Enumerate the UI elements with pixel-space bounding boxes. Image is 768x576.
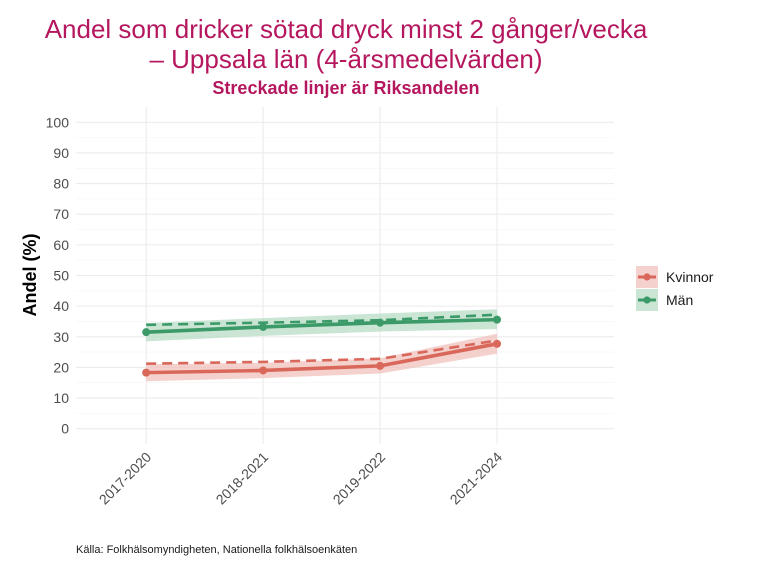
- confidence-band-0: [146, 333, 498, 382]
- y-axis-ticks: 0 10 20 30 40 50 60 70 80 90 100: [46, 114, 70, 436]
- y-tick-label: 80: [53, 176, 69, 192]
- legend-key-point-1: [643, 296, 651, 304]
- series-line-1: [146, 317, 498, 334]
- legend-label-1: Män: [666, 292, 693, 308]
- legend: Kvinnor Män: [636, 266, 714, 311]
- data-point-0-3: [493, 339, 502, 348]
- y-tick-label: 50: [53, 268, 69, 284]
- data-point-0-1: [259, 366, 268, 375]
- series-lines: [146, 313, 498, 375]
- x-tick-label: 2018-2021: [213, 449, 272, 508]
- series-line-0: [146, 342, 498, 375]
- chart-caption: Källa: Folkhälsomyndigheten, Nationella …: [76, 544, 357, 556]
- y-tick-label: 40: [53, 298, 69, 314]
- data-point-0-0: [142, 368, 151, 377]
- y-tick-label: 70: [53, 206, 69, 222]
- data-point-1-2: [376, 318, 385, 327]
- legend-label-0: Kvinnor: [666, 269, 714, 285]
- data-point-0-2: [376, 361, 385, 370]
- y-tick-label: 0: [61, 421, 69, 437]
- y-tick-label: 20: [53, 359, 69, 375]
- series-points: [142, 315, 502, 377]
- legend-key-point-0: [643, 273, 651, 281]
- y-tick-label: 60: [53, 237, 69, 253]
- data-point-1-0: [142, 328, 151, 337]
- x-tick-label: 2017-2020: [96, 449, 155, 508]
- y-axis-label: Andel (%): [20, 233, 40, 316]
- x-tick-label: 2019-2022: [330, 449, 389, 508]
- national-line-1: [146, 313, 498, 327]
- y-tick-label: 30: [53, 329, 69, 345]
- data-point-1-3: [493, 315, 502, 324]
- plot-grid: [76, 107, 614, 444]
- data-point-1-1: [259, 322, 268, 331]
- chart-title-line-1: Andel som dricker sötad dryck minst 2 gå…: [45, 14, 648, 44]
- x-axis-ticks: 2017-2020 2018-2021 2019-2022 2021-2024: [96, 449, 506, 508]
- chart-title-line-2: – Uppsala län (4-årsmedelvärden): [149, 44, 542, 74]
- national-line-0: [146, 339, 498, 366]
- chart-subtitle: Streckade linjer är Riksandelen: [212, 78, 479, 98]
- y-tick-label: 10: [53, 390, 69, 406]
- x-tick-label: 2021-2024: [447, 449, 506, 508]
- y-tick-label: 90: [53, 145, 69, 161]
- y-tick-label: 100: [46, 114, 70, 130]
